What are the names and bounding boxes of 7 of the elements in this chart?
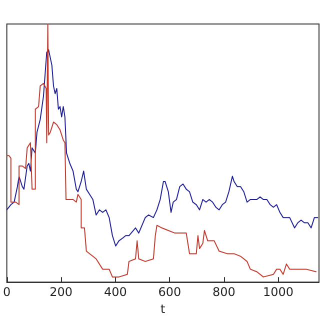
x-tick-label: 400 bbox=[104, 285, 127, 300]
x-tick-label: 0 bbox=[2, 285, 11, 300]
x-axis-title: t bbox=[160, 302, 166, 316]
x-tick-label: 600 bbox=[158, 285, 182, 300]
x-tick-label: 1000 bbox=[263, 285, 294, 300]
x-tick-label: 800 bbox=[212, 285, 236, 300]
x-tick-label: 200 bbox=[50, 285, 73, 300]
